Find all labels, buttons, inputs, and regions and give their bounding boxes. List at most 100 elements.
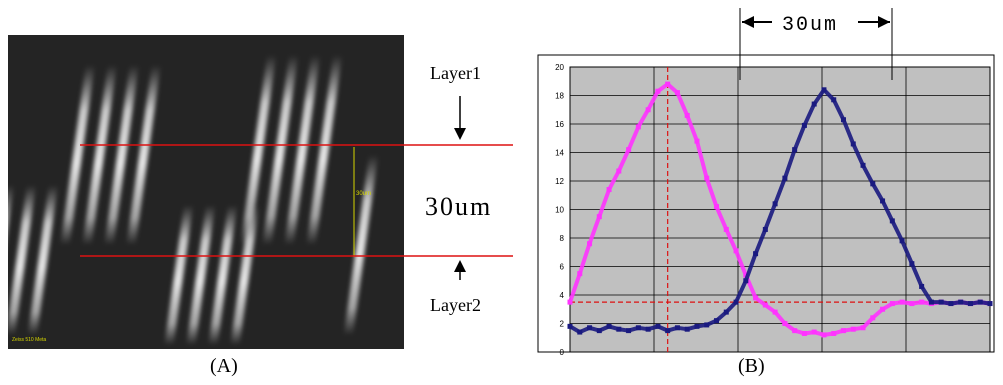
data-point — [714, 318, 720, 324]
data-point — [567, 299, 573, 305]
data-point — [587, 325, 593, 331]
data-point — [967, 301, 973, 307]
layer2-arrow — [454, 260, 466, 280]
separation-label: 30um — [425, 192, 492, 221]
layer1-label: Layer1 — [430, 63, 481, 83]
data-point — [723, 226, 729, 232]
y-tick-label: 16 — [555, 120, 564, 129]
data-point — [811, 329, 817, 335]
data-point — [626, 147, 632, 153]
data-point — [733, 299, 739, 305]
data-point — [577, 329, 583, 335]
lower-layer-bands — [8, 155, 379, 345]
data-point — [606, 187, 612, 193]
data-point — [684, 326, 690, 332]
y-tick-label: 2 — [560, 320, 565, 329]
layer2-label: Layer2 — [430, 295, 481, 315]
grid-layer — [570, 66, 990, 353]
data-point — [674, 325, 680, 331]
data-point — [860, 325, 866, 331]
data-point — [635, 325, 641, 331]
data-point — [899, 238, 905, 244]
data-point — [606, 323, 612, 329]
microscopy-bands: 30um Zeiss 510 Meta — [8, 35, 404, 349]
data-point — [762, 302, 768, 308]
layer1-arrow — [454, 96, 466, 140]
data-point — [870, 315, 876, 321]
y-tick-label: 14 — [555, 149, 564, 158]
data-point — [801, 122, 807, 128]
data-point — [567, 323, 573, 329]
data-point — [645, 107, 651, 113]
data-point — [948, 301, 954, 307]
data-point — [909, 261, 915, 267]
data-point — [792, 147, 798, 153]
data-point — [782, 321, 788, 326]
data-point — [977, 299, 983, 305]
data-point — [919, 299, 925, 305]
data-point — [938, 299, 944, 305]
data-point — [655, 323, 661, 329]
data-point — [801, 330, 807, 336]
data-point — [880, 306, 886, 312]
data-point — [850, 141, 856, 147]
data-point — [987, 301, 993, 307]
micro-caption: Zeiss 510 Meta — [12, 337, 46, 343]
y-tick-label: 8 — [560, 234, 565, 243]
data-point — [899, 299, 905, 305]
data-point — [596, 214, 602, 220]
data-point — [577, 271, 583, 277]
data-point — [723, 309, 729, 315]
y-tick-labels: 0 2 4 6 8 10 12 14 16 18 20 — [555, 63, 564, 357]
y-tick-label: 12 — [555, 177, 564, 186]
data-point — [753, 251, 759, 257]
data-point — [596, 328, 602, 334]
data-point — [772, 201, 778, 207]
data-point — [958, 299, 964, 305]
panel-a-label: (A) — [210, 355, 238, 377]
data-point — [587, 241, 593, 247]
data-point — [870, 181, 876, 187]
data-point — [919, 283, 925, 289]
data-point — [655, 88, 661, 94]
data-point — [792, 328, 798, 334]
data-point — [860, 162, 866, 168]
data-point — [674, 90, 680, 96]
y-tick-label: 20 — [555, 63, 564, 72]
data-point — [821, 87, 827, 93]
y-tick-label: 6 — [560, 263, 565, 272]
data-point — [880, 198, 886, 204]
y-tick-label: 18 — [555, 92, 564, 101]
data-point — [626, 328, 632, 334]
data-point — [743, 278, 749, 284]
data-point — [694, 323, 700, 329]
data-point — [840, 117, 846, 123]
series-layer — [567, 81, 993, 338]
data-point — [772, 309, 778, 315]
data-point — [850, 326, 856, 332]
data-point — [909, 301, 915, 307]
data-point — [665, 81, 671, 87]
data-point — [665, 328, 671, 334]
data-point — [811, 101, 817, 107]
top-separation-bracket — [739, 8, 893, 80]
data-point — [635, 124, 641, 130]
data-point — [616, 326, 622, 332]
data-point — [616, 168, 622, 174]
data-point — [831, 97, 837, 103]
chart-top-label: 30um — [782, 14, 838, 37]
data-point — [831, 330, 837, 336]
data-point — [840, 328, 846, 334]
data-point — [714, 204, 720, 210]
data-point — [821, 332, 827, 338]
data-point — [889, 218, 895, 224]
guide-layer — [570, 67, 990, 352]
data-point — [645, 326, 651, 332]
data-point — [684, 112, 690, 118]
y-tick-label: 0 — [560, 348, 565, 357]
data-point — [733, 248, 739, 254]
data-point — [928, 299, 934, 305]
microscopy-image: 30um Zeiss 510 Meta — [8, 35, 404, 349]
data-point — [694, 138, 700, 144]
